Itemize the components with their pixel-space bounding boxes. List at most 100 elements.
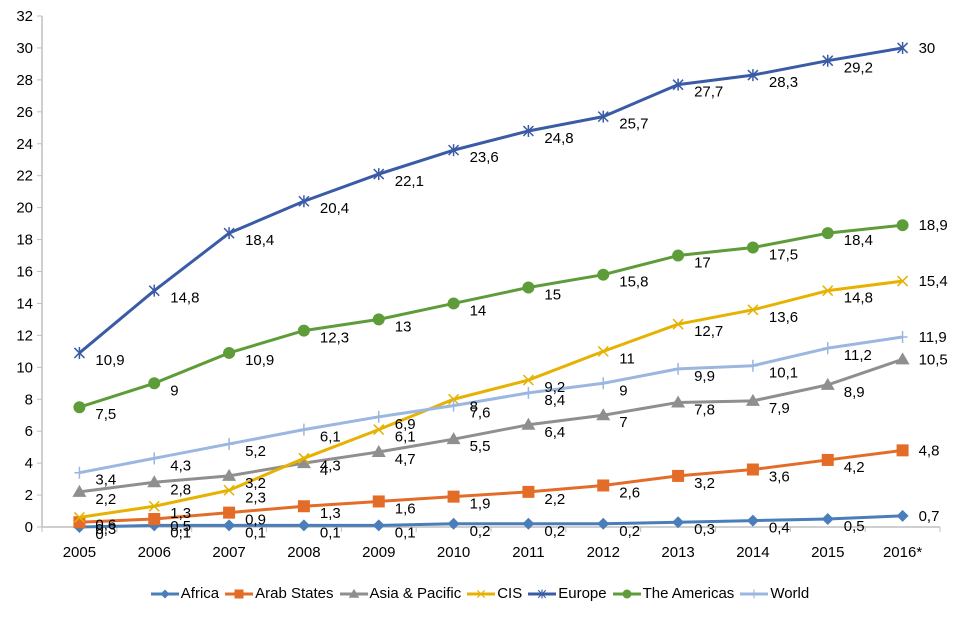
y-tick-label: 32 <box>16 8 33 25</box>
data-point-arab-states <box>522 485 535 498</box>
legend-label: Europe <box>558 585 607 602</box>
series-line-arab-states <box>79 448 903 524</box>
data-label-cis: 11 <box>619 350 635 367</box>
data-point-the-americas <box>447 297 460 310</box>
legend-swatch-asia-pacific <box>339 588 368 598</box>
data-point-asia-pacific <box>371 444 386 457</box>
data-point-world <box>448 399 459 412</box>
data-label-europe: 18,4 <box>245 232 274 249</box>
legend-marker-group <box>160 589 170 598</box>
data-point-asia-pacific <box>895 352 910 365</box>
data-point-arab-states <box>597 479 610 492</box>
data-point-europe <box>672 78 684 91</box>
data-label-the-americas: 15 <box>544 286 561 303</box>
data-label-arab-states: 0,5 <box>170 518 191 535</box>
data-label-africa: 0,3 <box>694 521 715 538</box>
data-label-world: 8,4 <box>544 392 565 409</box>
data-point-the-americas <box>597 268 610 281</box>
data-point-world <box>224 437 235 450</box>
data-point-asia-pacific <box>222 468 237 481</box>
data-point-cis <box>148 500 160 512</box>
legend-marker-group <box>538 589 547 598</box>
data-label-asia-pacific: 10,5 <box>919 351 948 368</box>
data-point-africa <box>672 516 685 529</box>
data-point-the-americas <box>746 241 759 254</box>
data-label-arab-states: 2,2 <box>544 491 565 508</box>
data-point-asia-pacific <box>820 377 835 390</box>
data-point-cis <box>448 393 460 405</box>
legend-swatch-arab-states <box>225 589 254 598</box>
x-tick-label: 2015 <box>811 544 844 561</box>
data-point-the-americas <box>522 281 535 294</box>
legend-item-europe: Europe <box>528 585 607 602</box>
data-label-cis: 15,4 <box>919 273 948 290</box>
data-label-arab-states: 1,3 <box>320 505 341 522</box>
legend-marker-group <box>234 589 244 598</box>
x-tick-label: 2014 <box>736 544 769 561</box>
data-label-cis: 1,3 <box>170 505 191 522</box>
data-label-arab-states: 2,6 <box>619 484 640 501</box>
data-point-world <box>298 423 309 436</box>
data-label-asia-pacific: 7,9 <box>769 400 790 417</box>
series-line-asia-pacific <box>79 357 904 494</box>
data-point-cis <box>73 511 85 523</box>
data-point-africa <box>447 517 460 530</box>
data-point-europe <box>897 41 909 54</box>
data-point-africa <box>297 519 310 532</box>
data-point-africa <box>597 517 610 530</box>
legend-label: Arab States <box>255 585 334 602</box>
y-tick-label: 0 <box>25 519 33 536</box>
data-point-africa <box>896 509 909 522</box>
y-tick-label: 8 <box>25 391 33 408</box>
data-point-the-americas <box>372 313 385 326</box>
x-tick-label: 2006 <box>138 544 171 561</box>
data-point-the-americas <box>896 219 909 232</box>
data-point-asia-pacific <box>296 456 311 469</box>
data-point-the-americas <box>297 324 310 337</box>
data-label-europe: 30 <box>919 40 936 57</box>
y-tick-label: 26 <box>16 104 33 121</box>
data-label-cis: 2,3 <box>245 489 266 506</box>
data-label-africa: 0,2 <box>544 523 565 540</box>
data-label-the-americas: 13 <box>395 318 412 335</box>
data-point-arab-states <box>223 506 236 519</box>
y-tick-label: 22 <box>16 168 33 185</box>
data-point-europe <box>298 195 310 208</box>
data-point-cis <box>223 484 235 496</box>
x-tick-label: 2005 <box>63 544 96 561</box>
legend-label: World <box>770 585 810 602</box>
data-label-africa: 0,2 <box>619 523 640 540</box>
data-label-asia-pacific: 3,2 <box>245 475 266 492</box>
data-point-africa <box>372 519 385 532</box>
data-label-the-americas: 18,4 <box>844 232 873 249</box>
data-point-arab-states <box>73 516 86 529</box>
data-point-the-americas <box>672 249 685 262</box>
data-label-cis: 12,7 <box>694 323 723 340</box>
legend-marker-group <box>348 588 359 598</box>
data-point-the-americas <box>821 227 834 240</box>
legend-marker <box>622 589 632 598</box>
data-label-the-americas: 17 <box>694 255 711 272</box>
data-label-the-americas: 14 <box>470 302 487 319</box>
y-tick-label: 30 <box>16 40 33 57</box>
x-tick-label: 2013 <box>661 544 694 561</box>
data-point-world <box>822 342 833 355</box>
series-layer <box>72 41 910 533</box>
data-point-europe <box>522 124 534 137</box>
data-label-europe: 25,7 <box>619 116 648 133</box>
data-label-cis: 6,1 <box>395 429 416 446</box>
data-point-cis <box>747 304 759 316</box>
data-label-europe: 10,9 <box>95 352 124 369</box>
data-point-world <box>747 359 758 372</box>
data-label-arab-states: 4,2 <box>844 459 865 476</box>
data-point-the-americas <box>148 377 161 390</box>
legend-label: CIS <box>497 585 523 602</box>
data-point-africa <box>522 517 535 530</box>
data-point-arab-states <box>372 495 385 508</box>
data-label-arab-states: 3,6 <box>769 469 790 486</box>
y-tick-label: 10 <box>16 359 33 376</box>
data-label-world: 6,1 <box>320 429 341 446</box>
series-line-world <box>79 335 903 475</box>
